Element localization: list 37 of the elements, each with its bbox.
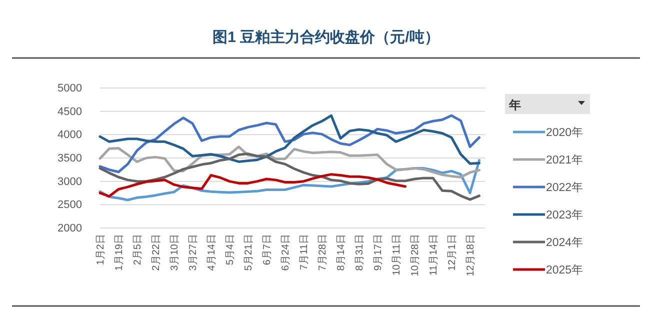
legend-label: 2021年: [546, 154, 584, 166]
y-tick-label: 3500: [58, 152, 82, 165]
x-tick-label: 3月27日: [188, 234, 199, 271]
x-tick-label: 8月31日: [354, 234, 366, 271]
x-tick-label: 5月4日: [225, 234, 236, 266]
y-tick-label: 4000: [58, 129, 82, 142]
x-tick-label: 12月1日: [447, 234, 458, 271]
x-tick-label: 6月7日: [262, 234, 273, 266]
x-tick-label: 3月10日: [170, 234, 180, 271]
x-tick-label: 2月5日: [132, 234, 144, 266]
x-tick-label: 7月28日: [318, 234, 328, 271]
x-tick-label: 12月18日: [466, 234, 476, 276]
y-tick-label: 3000: [58, 176, 82, 188]
x-tick-label: 8月14日: [336, 234, 347, 271]
x-tick-label: 10月11日: [392, 234, 402, 276]
legend-label: 2024年: [546, 236, 584, 249]
x-tick-label: 7月11日: [299, 234, 310, 270]
legend-label: 2025年: [546, 264, 584, 276]
chart-title: 图1 豆粕主力合约收盘价（元/吨）: [212, 28, 440, 46]
legend-label: 2020年: [546, 126, 584, 139]
legend-label: 2023年: [546, 208, 584, 222]
y-tick-label: 2500: [58, 199, 82, 212]
x-tick-label: 10月28日: [410, 234, 421, 276]
legend-label: 2022年: [546, 181, 584, 194]
x-tick-label: 1月2日: [96, 234, 106, 266]
y-tick-label: 2000: [58, 222, 82, 235]
x-tick-label: 5月21日: [244, 234, 254, 271]
line-series: [98, 173, 406, 198]
y-tick-label: 5000: [58, 82, 82, 95]
y-tick-label: 4500: [58, 106, 82, 118]
legend-title: 年: [508, 98, 521, 112]
x-tick-label: 1月19日: [114, 234, 125, 271]
x-tick-label: 6月24日: [280, 234, 292, 271]
x-tick-label: 2月22日: [151, 234, 162, 271]
x-tick-label: 4月14日: [206, 234, 218, 271]
x-tick-label: 9月17日: [373, 234, 384, 271]
x-tick-label: 11月14日: [428, 234, 440, 276]
